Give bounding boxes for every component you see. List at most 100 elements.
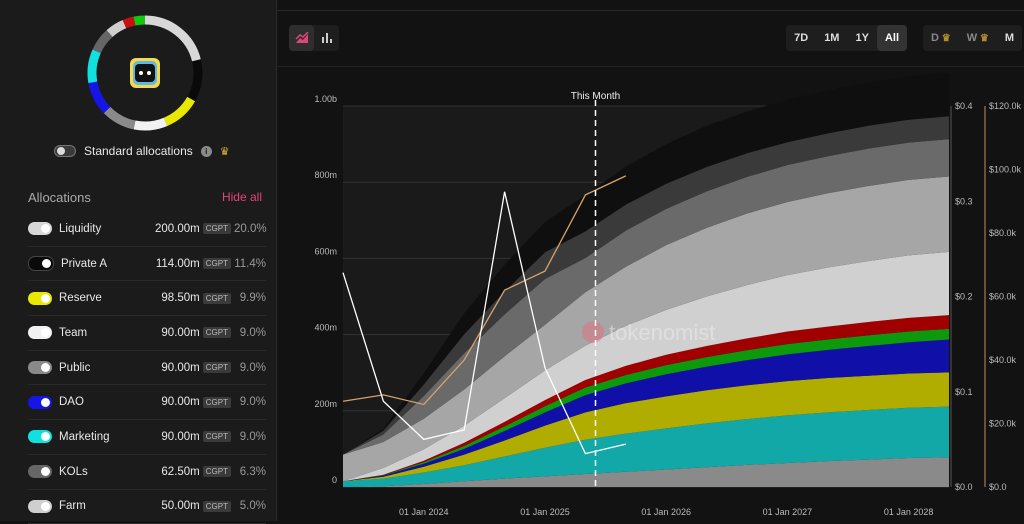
currency-badge: CGPT — [203, 431, 231, 442]
market-cap-tick-label: $120.0k — [989, 101, 1022, 111]
hide-all-link[interactable]: Hide all — [222, 190, 262, 205]
allocation-percent: 9.0% — [234, 327, 266, 339]
allocation-name: Marketing — [59, 431, 161, 443]
y-left-tick-label: 400m — [314, 323, 337, 333]
allocation-toggle[interactable] — [28, 500, 52, 513]
allocation-toggle[interactable] — [28, 256, 54, 271]
market-cap-tick-label: $100.0k — [989, 165, 1022, 175]
allocation-toggle[interactable] — [28, 396, 52, 409]
allocation-percent: 9.0% — [234, 396, 266, 408]
crown-icon: ♛ — [220, 145, 230, 158]
allocation-percent: 9.0% — [234, 431, 266, 443]
donut-slice — [97, 34, 110, 52]
allocation-percent: 9.9% — [234, 292, 266, 304]
price-tick-label: $0.3 — [955, 196, 973, 206]
donut-slice — [110, 24, 125, 33]
price-tick-label: $0.2 — [955, 292, 973, 302]
standard-allocations-label: Standard allocations — [84, 144, 193, 158]
allocation-toggle[interactable] — [28, 292, 52, 305]
price-tick-label: $0.0 — [955, 482, 973, 492]
market-cap-tick-label: $60.0k — [989, 292, 1017, 302]
allocation-toggle[interactable] — [28, 222, 52, 235]
allocation-toggle[interactable] — [28, 326, 52, 339]
allocation-amount: 62.50m — [161, 466, 199, 478]
y-left-tick-label: 0 — [332, 475, 337, 485]
currency-badge: CGPT — [203, 466, 231, 477]
allocation-name: Reserve — [59, 292, 161, 304]
y-left-tick-label: 800m — [314, 170, 337, 180]
donut-slice — [93, 82, 107, 110]
allocation-amount: 114.00m — [156, 258, 200, 270]
currency-badge: CGPT — [203, 327, 231, 338]
allocation-name: Public — [59, 362, 161, 374]
standard-allocations-toggle-row[interactable]: Standard allocations i ♛ — [54, 144, 230, 158]
svg-text:tokenomist: tokenomist — [609, 320, 715, 345]
allocation-percent: 5.0% — [234, 500, 266, 512]
allocation-name: Team — [59, 327, 161, 339]
donut-slice — [191, 60, 198, 99]
allocation-name: DAO — [59, 396, 161, 408]
allocations-title: Allocations — [28, 190, 91, 205]
donut-slice — [107, 110, 134, 125]
market-cap-tick-label: $0.0 — [989, 482, 1007, 492]
market-cap-tick-label: $40.0k — [989, 355, 1017, 365]
y-left-tick-label: 1.00b — [314, 94, 337, 104]
allocation-amount: 50.00m — [161, 500, 199, 512]
standard-allocations-toggle[interactable] — [54, 145, 76, 157]
sidebar: Standard allocations i ♛ Allocations Hid… — [0, 0, 277, 521]
currency-badge: CGPT — [203, 223, 231, 234]
price-tick-label: $0.1 — [955, 387, 973, 397]
allocation-name: KOLs — [59, 466, 161, 478]
allocation-amount: 98.50m — [161, 292, 199, 304]
donut-slice — [135, 20, 145, 21]
currency-badge: CGPT — [203, 397, 231, 408]
allocation-name: Private A — [61, 258, 156, 270]
allocation-donut — [84, 12, 206, 134]
price-tick-label: $0.4 — [955, 101, 973, 111]
y-left-tick-label: 200m — [314, 399, 337, 409]
allocation-name: Liquidity — [59, 223, 155, 235]
currency-badge: CGPT — [203, 258, 231, 269]
allocations-header: Allocations Hide all — [28, 190, 262, 205]
x-tick-label: 01 Jan 2027 — [763, 507, 813, 517]
allocation-percent: 20.0% — [234, 223, 266, 235]
info-icon[interactable]: i — [201, 146, 212, 157]
allocation-amount: 200.00m — [155, 223, 200, 235]
allocation-toggle[interactable] — [28, 465, 52, 478]
currency-badge: CGPT — [203, 501, 231, 512]
unlock-chart: 0 200m 400m 600m 800m 1.00b tokenomist This Mon… — [277, 0, 1024, 521]
donut-slice — [135, 122, 166, 126]
donut-slice — [92, 51, 97, 82]
allocation-amount: 90.00m — [161, 431, 199, 443]
allocation-percent: 9.0% — [234, 362, 266, 374]
allocation-amount: 90.00m — [161, 396, 199, 408]
marker-label: This Month — [571, 91, 620, 102]
allocation-percent: 11.4% — [234, 258, 266, 270]
donut-slice — [166, 99, 192, 122]
allocation-percent: 6.3% — [234, 466, 266, 478]
allocation-name: Farm — [59, 500, 161, 512]
y-left-tick-label: 600m — [314, 246, 337, 256]
allocation-amount: 90.00m — [161, 327, 199, 339]
currency-badge: CGPT — [203, 293, 231, 304]
x-tick-label: 01 Jan 2025 — [520, 507, 570, 517]
x-tick-label: 01 Jan 2028 — [884, 507, 934, 517]
allocation-toggle[interactable] — [28, 361, 52, 374]
allocation-amount: 90.00m — [161, 362, 199, 374]
donut-slice — [145, 20, 196, 60]
allocation-toggle[interactable] — [28, 430, 52, 443]
market-cap-tick-label: $20.0k — [989, 419, 1017, 429]
currency-badge: CGPT — [203, 362, 231, 373]
donut-slice — [124, 21, 134, 24]
